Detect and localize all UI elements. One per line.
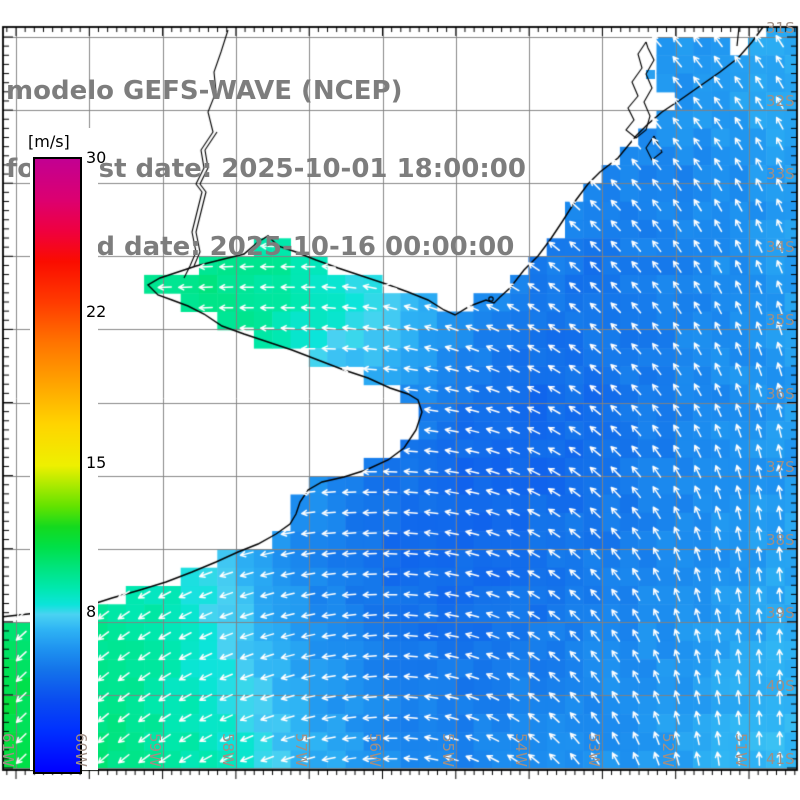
lat-tick-label: 39S: [766, 603, 795, 622]
colorbar-tick-label: 22: [86, 302, 107, 322]
colorbar-units-label: [m/s]: [28, 132, 70, 151]
lat-tick-label: 36S: [766, 384, 795, 403]
colorbar-tick-label: 15: [86, 452, 107, 472]
lat-tick-label: 41S: [766, 750, 795, 768]
model-title: modelo GEFS-WAVE (NCEP): [6, 76, 403, 106]
lat-tick-label: 32S: [766, 92, 795, 111]
lat-tick-label: 31S: [766, 19, 795, 37]
lat-tick-label: 35S: [766, 311, 795, 330]
lat-tick-label: 37S: [766, 457, 795, 476]
lat-tick-label: 34S: [766, 238, 795, 257]
lon-tick-label: 52W: [658, 733, 677, 767]
lon-tick-label: 53W: [585, 733, 604, 767]
colorbar-tick-label: 30: [86, 148, 107, 167]
lon-tick-label: 58W: [218, 733, 237, 767]
colorbar-gradient: [33, 157, 82, 774]
lat-tick-label: 33S: [766, 165, 795, 184]
lon-tick-label: 59W: [145, 733, 164, 767]
lon-tick-label: 57W: [292, 733, 311, 767]
lat-tick-label: 38S: [766, 530, 795, 549]
lat-tick-label: 40S: [766, 676, 795, 695]
lon-tick-label: 51W: [732, 733, 750, 767]
colorbar-tick-label: 8: [86, 602, 97, 622]
lon-tick-label: 54W: [512, 733, 531, 767]
lon-tick-label: 56W: [365, 733, 384, 767]
lon-tick-label: 61W: [0, 733, 17, 767]
lon-tick-label: 55W: [438, 733, 457, 767]
lon-tick-label: 60W: [72, 733, 91, 767]
